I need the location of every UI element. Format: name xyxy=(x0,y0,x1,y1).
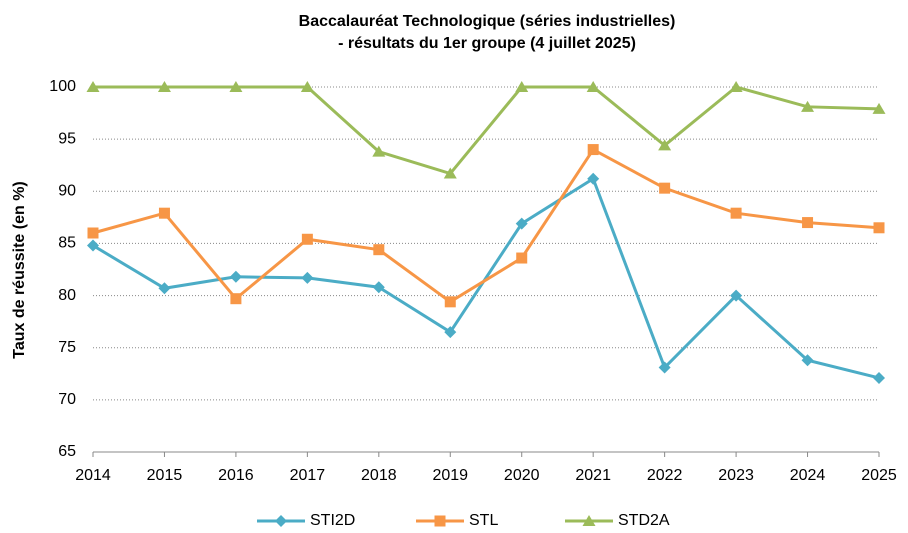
marker xyxy=(372,281,385,294)
marker xyxy=(434,515,446,527)
marker xyxy=(801,100,815,112)
marker xyxy=(658,139,672,151)
marker xyxy=(515,217,528,230)
chart-title: Baccalauréat Technologique (séries indus… xyxy=(299,13,676,30)
x-tick-label: 2020 xyxy=(504,467,540,484)
marker xyxy=(372,145,386,157)
x-tick-label: 2015 xyxy=(147,467,183,484)
x-tick-label: 2021 xyxy=(575,467,611,484)
marker xyxy=(444,326,457,339)
y-axis-label: Taux de réussite (en %) xyxy=(11,181,28,359)
marker xyxy=(158,207,170,219)
marker xyxy=(229,270,242,283)
marker xyxy=(301,271,314,284)
marker xyxy=(873,222,885,234)
marker xyxy=(157,81,171,92)
y-tick-label: 85 xyxy=(58,235,76,252)
y-tick-label: 95 xyxy=(58,130,76,147)
x-tick-label: 2017 xyxy=(290,467,326,484)
x-tick-label: 2025 xyxy=(861,467,897,484)
marker xyxy=(587,144,599,156)
x-tick-label: 2024 xyxy=(790,467,826,484)
marker xyxy=(730,289,743,302)
marker xyxy=(587,172,600,185)
marker xyxy=(87,227,99,239)
marker xyxy=(158,282,171,295)
y-tick-label: 75 xyxy=(58,339,76,356)
marker xyxy=(730,207,742,219)
chart-subtitle: - résultats du 1er groupe (4 juillet 202… xyxy=(338,35,636,52)
y-tick-label: 100 xyxy=(49,78,76,95)
x-tick-label: 2023 xyxy=(718,467,754,484)
marker xyxy=(582,515,596,526)
y-tick-label: 80 xyxy=(58,287,76,304)
marker xyxy=(872,102,886,114)
legend-label: STD2A xyxy=(618,512,670,529)
x-tick-label: 2022 xyxy=(647,467,683,484)
marker xyxy=(729,81,743,92)
marker xyxy=(586,81,600,92)
marker xyxy=(515,81,529,92)
y-tick-label: 70 xyxy=(58,391,76,408)
legend-label: STI2D xyxy=(310,512,355,529)
x-tick-label: 2016 xyxy=(218,467,254,484)
marker xyxy=(87,239,99,252)
marker xyxy=(659,182,671,194)
marker xyxy=(229,81,243,92)
marker xyxy=(300,81,314,92)
marker xyxy=(86,81,100,92)
y-tick-label: 65 xyxy=(58,443,76,460)
marker xyxy=(230,293,242,305)
marker xyxy=(658,361,671,374)
legend-label: STL xyxy=(469,512,498,529)
marker xyxy=(873,371,885,384)
marker xyxy=(373,244,385,256)
x-tick-label: 2019 xyxy=(432,467,468,484)
marker xyxy=(443,167,457,179)
marker xyxy=(275,515,287,527)
marker xyxy=(802,217,814,229)
y-tick-label: 90 xyxy=(58,183,76,200)
marker xyxy=(801,354,814,367)
x-tick-label: 2018 xyxy=(361,467,397,484)
marker xyxy=(444,296,456,308)
x-tick-label: 2014 xyxy=(75,467,111,484)
series-line xyxy=(92,147,880,304)
series-line xyxy=(92,176,880,380)
marker xyxy=(301,233,313,245)
series-line xyxy=(93,85,880,176)
marker xyxy=(516,252,528,264)
